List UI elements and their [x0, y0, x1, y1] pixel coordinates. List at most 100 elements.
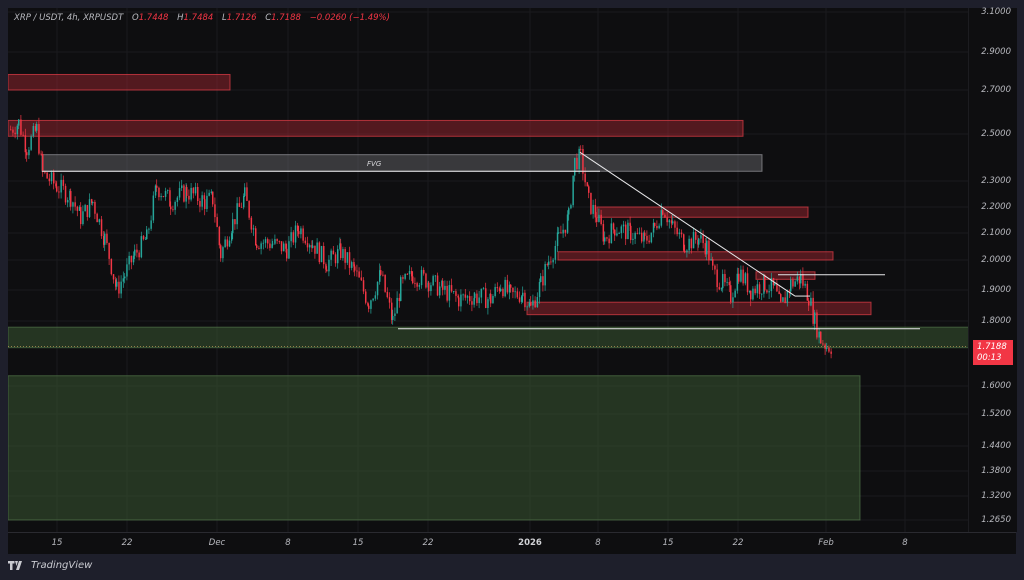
- red-zone: [526, 301, 872, 316]
- candle-body: [256, 245, 258, 248]
- candle-body: [726, 281, 728, 283]
- candle-body: [688, 238, 690, 251]
- candle-body: [560, 232, 562, 234]
- price-tick-label: 1.3200: [981, 491, 1011, 501]
- candle-body: [283, 243, 285, 252]
- candle-body: [734, 290, 736, 298]
- candle-body: [136, 249, 138, 253]
- candle-body: [204, 199, 206, 209]
- candle-body: [460, 294, 462, 307]
- candle-body: [532, 300, 534, 306]
- candle-body: [285, 243, 287, 249]
- candle-body: [502, 288, 504, 297]
- candle-body: [146, 229, 148, 240]
- candle-body: [562, 229, 564, 234]
- candle-body: [664, 214, 666, 218]
- candle-body: [697, 239, 699, 245]
- symbol-legend: XRP / USDT, 4h, XRPUSDT O1.7448 H1.7484 …: [14, 13, 390, 23]
- candle-body: [115, 279, 117, 287]
- candle-body: [457, 295, 459, 298]
- candle-body: [112, 274, 115, 280]
- time-axis[interactable]: 15 22 Dec 8 15 22 2026 8 15 22 Feb 8: [8, 532, 1016, 554]
- candle-body: [142, 236, 145, 240]
- price-axis[interactable]: 3.1000 2.9000 2.7000 2.5000 2.3000 2.2000 2.10…: [968, 7, 1017, 532]
- candle-body: [594, 204, 597, 218]
- tradingview-brand[interactable]: TradingView: [8, 560, 92, 571]
- candle-body: [708, 240, 710, 261]
- candle-body: [34, 126, 37, 131]
- candle-body: [636, 232, 639, 234]
- candle-body: [294, 225, 297, 243]
- candle-body: [53, 172, 55, 184]
- candle-body: [222, 247, 224, 259]
- candle-body: [544, 264, 546, 286]
- candle-body: [439, 286, 441, 296]
- candle-body: [325, 264, 327, 270]
- time-tick-label: 15: [51, 538, 63, 548]
- candle-body: [150, 220, 152, 229]
- candle-body: [232, 219, 234, 234]
- candle-body: [38, 124, 40, 154]
- candle-body: [304, 240, 307, 244]
- red-zone: [596, 206, 809, 218]
- candle-body: [504, 279, 506, 297]
- candle-body: [556, 232, 559, 247]
- chart-frame: FVG XRP / USDT, 4h, XRPUSDT O1.7448 H1.7…: [8, 7, 1017, 554]
- candle-body: [592, 204, 594, 214]
- candlestick-chart[interactable]: FVG: [8, 8, 968, 532]
- candle-body: [208, 192, 210, 196]
- candle-body: [764, 274, 766, 291]
- candle-body: [654, 222, 656, 226]
- candle-body: [546, 264, 549, 265]
- candle-body: [280, 241, 283, 252]
- candle-body: [354, 266, 356, 271]
- candle-body: [272, 243, 274, 245]
- candle-body: [528, 302, 531, 307]
- brand-name: TradingView: [31, 560, 93, 571]
- candle-body: [629, 222, 631, 226]
- candle-body: [804, 283, 806, 286]
- candle-body: [700, 235, 702, 239]
- last-price-label: 1.7188 00:13: [973, 340, 1013, 365]
- time-tick-label: Feb: [818, 538, 834, 548]
- candle-body: [706, 240, 708, 255]
- price-tick-label: 2.3000: [981, 176, 1011, 186]
- candle-body: [510, 284, 512, 288]
- candle-body: [16, 125, 19, 135]
- candle-body: [582, 149, 584, 174]
- time-tick-label: 22: [121, 538, 133, 548]
- candle-body: [576, 157, 578, 169]
- candle-body: [302, 228, 304, 241]
- candle-body: [749, 290, 751, 293]
- candle-body: [786, 290, 789, 304]
- candle-body: [810, 297, 812, 306]
- candle-body: [766, 290, 768, 293]
- candle-body: [316, 242, 318, 254]
- candle-body: [630, 225, 632, 240]
- candle-body: [614, 229, 616, 236]
- close-value: 1.7188: [271, 13, 301, 23]
- candle-body: [274, 239, 276, 244]
- candle-body: [120, 281, 122, 294]
- candle-body: [736, 273, 739, 291]
- candle-body: [190, 187, 192, 200]
- candle-body: [84, 205, 86, 212]
- candle-body: [552, 259, 554, 263]
- candle-body: [496, 287, 499, 289]
- open-value: 1.7448: [138, 13, 169, 23]
- candle-body: [50, 172, 53, 182]
- candle-body: [444, 285, 446, 290]
- chart-plot-area[interactable]: FVG XRP / USDT, 4h, XRPUSDT O1.7448 H1.7…: [8, 8, 968, 532]
- candle-body: [386, 291, 389, 298]
- candle-body: [404, 273, 406, 279]
- candle-body: [716, 269, 718, 288]
- candle-body: [398, 297, 401, 301]
- price-tick-label: 1.4400: [981, 441, 1011, 451]
- fvg-label: FVG: [367, 160, 382, 168]
- candle-body: [670, 220, 673, 224]
- price-tick-label: 1.6000: [981, 381, 1011, 391]
- candle-body: [162, 196, 165, 197]
- candle-body: [644, 232, 646, 236]
- candle-body: [580, 148, 582, 150]
- candle-body: [216, 217, 218, 227]
